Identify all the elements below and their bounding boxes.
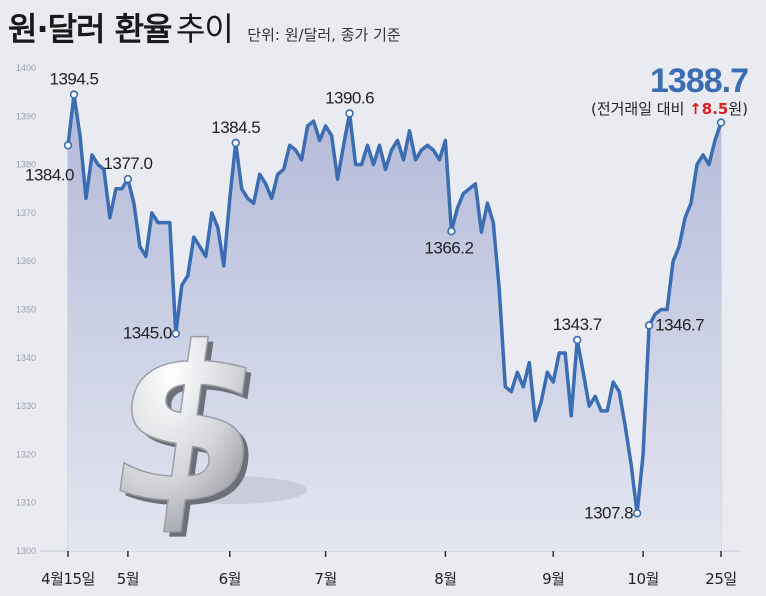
dollar-sign-icon: $ $ (94, 299, 307, 556)
annotated-point (644, 321, 654, 330)
x-tick-label: 10월 (627, 570, 658, 588)
data-label: 1384.0 (25, 165, 74, 184)
y-tick-label: 1310 (16, 498, 36, 508)
y-tick-label: 1340 (16, 353, 36, 363)
y-tick-label: 1350 (16, 305, 36, 315)
annotated-point (573, 335, 582, 345)
y-tick-label: 1360 (16, 256, 36, 266)
series-area (68, 94, 721, 551)
x-tick-label: 9월 (542, 570, 564, 588)
annotated-point (632, 509, 642, 518)
x-tick-label: 25일 (705, 570, 736, 588)
data-label: 1343.7 (553, 315, 602, 334)
annotated-point (447, 227, 456, 236)
annotated-point (345, 109, 354, 118)
data-label: 1346.7 (655, 315, 704, 334)
annotated-point (63, 141, 73, 150)
y-tick-label: 1370 (16, 208, 36, 218)
data-label: 1390.6 (325, 88, 374, 107)
x-tick-label: 5월 (117, 570, 139, 588)
y-tick-label: 1320 (16, 449, 36, 459)
unit-note: 단위: 원/달러, 종가 기준 (247, 26, 401, 44)
latest-change: (전거래일 대비 ↑8.5원) (591, 100, 748, 118)
y-tick-label: 1390 (16, 111, 36, 121)
latest-value: 1388.7 (650, 62, 748, 100)
data-label: 1307.8 (584, 503, 633, 522)
change-prefix: (전거래일 대비 (591, 100, 689, 118)
data-label: 1384.5 (211, 118, 260, 137)
x-tick-label: 8월 (434, 570, 456, 588)
data-label: 1345.0 (123, 324, 172, 343)
annotated-point (231, 138, 240, 148)
change-suffix: 원) (728, 100, 748, 118)
x-tick-label: 6월 (219, 570, 241, 588)
y-tick-label: 1400 (16, 63, 36, 73)
data-label: 1377.0 (103, 154, 152, 173)
x-tick-label: 7월 (314, 570, 336, 588)
data-label: 1366.2 (424, 238, 473, 257)
title-block: 원·달러 환율 추이 단위: 원/달러, 종가 기준 (8, 4, 401, 50)
annotated-point (123, 174, 133, 184)
svg-text:$: $ (95, 300, 280, 551)
change-value: 8.5 (702, 100, 729, 118)
annotated-point (69, 90, 79, 99)
y-tick-label: 1330 (16, 401, 36, 411)
annotated-point (716, 118, 726, 127)
chart-title-suffix: 추이 (175, 10, 234, 48)
chart-title: 원·달러 환율 (8, 10, 172, 48)
svg-text:$: $ (100, 305, 285, 556)
data-label: 1394.5 (49, 70, 98, 89)
x-tick-label: 4월15일 (41, 570, 95, 588)
series-line (66, 92, 723, 516)
y-tick-label: 1380 (16, 160, 36, 170)
y-tick-label: 1300 (16, 546, 36, 556)
up-arrow-icon: ↑ (689, 100, 702, 118)
annotated-point (171, 329, 181, 338)
